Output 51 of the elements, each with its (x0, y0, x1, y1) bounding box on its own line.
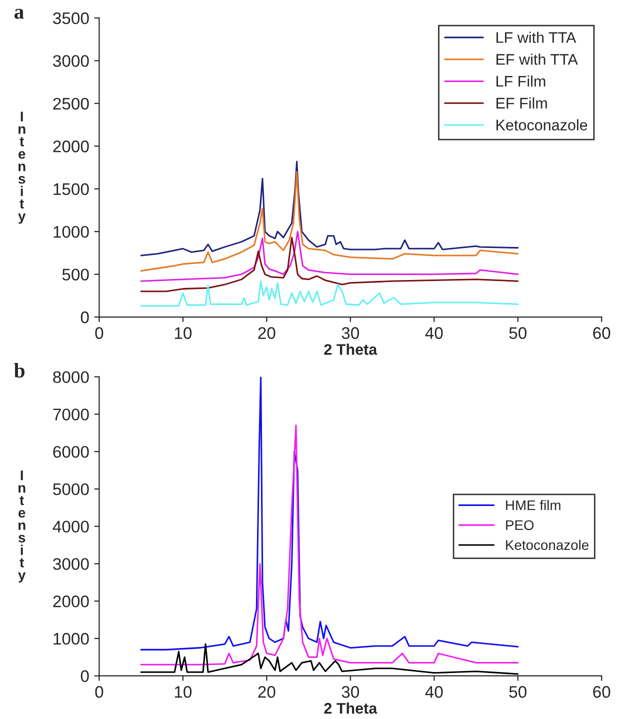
text: Intensity (18, 470, 26, 583)
legend-label: Ketoconazole (496, 119, 588, 130)
legend-label: EF with TTA (496, 54, 578, 65)
x-tick-label: 60 (593, 686, 610, 698)
y-tick-label: 1000 (54, 632, 89, 645)
y-tick-label: 7000 (53, 408, 89, 420)
x-tick-label: 50 (509, 686, 526, 698)
y-tick-label: 3500 (53, 12, 89, 24)
y-tick-label: 3000 (53, 55, 89, 67)
text: Intensity (18, 112, 26, 224)
x-tick-label: 0 (95, 686, 104, 698)
y-tick-label: 8000 (53, 371, 89, 384)
legend-label: EF Film (496, 97, 547, 108)
x-tick-label: 60 (593, 327, 610, 339)
line-series (140, 171, 519, 272)
y-tick-label: 2000 (53, 140, 89, 152)
y-tick-label: 1000 (54, 226, 89, 238)
y-tick-label: 500 (62, 268, 89, 280)
x-tick-label: 10 (174, 686, 192, 698)
y-tick-label: 1500 (54, 183, 89, 196)
legend-label: LF with TTA (496, 32, 576, 43)
x-axis-title: 2 Theta (324, 702, 378, 714)
line-series (140, 160, 519, 256)
x-tick-label: 20 (258, 686, 276, 698)
y-tick-label: 5000 (53, 483, 89, 496)
legend-label: HME film (506, 500, 560, 510)
y-tick-label: 2000 (53, 596, 89, 608)
y-tick-label: 0 (80, 670, 89, 682)
line-series (140, 280, 519, 307)
chart-title: a (14, 8, 24, 19)
y-tick-label: 2500 (53, 98, 89, 110)
line-series (140, 230, 519, 282)
x-tick-label: 40 (425, 327, 443, 339)
x-tick-label: 10 (174, 327, 192, 339)
x-axis-title: 2 Theta (324, 344, 378, 355)
x-tick-label: 40 (425, 686, 443, 698)
chart-title: b (14, 363, 25, 378)
line-series (140, 236, 519, 292)
y-tick-label: 4000 (52, 520, 89, 533)
y-tick-label: 6000 (53, 446, 89, 458)
x-tick-label: 30 (342, 327, 360, 339)
line-series (140, 643, 519, 675)
x-tick-label: 20 (258, 327, 276, 339)
x-tick-label: 30 (342, 686, 360, 698)
legend-label: Ketoconazole (506, 540, 588, 550)
y-tick-label: 3000 (53, 558, 89, 570)
x-tick-label: 50 (509, 327, 526, 339)
legend-label: PEO (506, 520, 534, 530)
legend-label: LF Film (496, 75, 546, 87)
x-tick-label: 0 (95, 327, 104, 339)
y-tick-label: 0 (80, 311, 89, 324)
